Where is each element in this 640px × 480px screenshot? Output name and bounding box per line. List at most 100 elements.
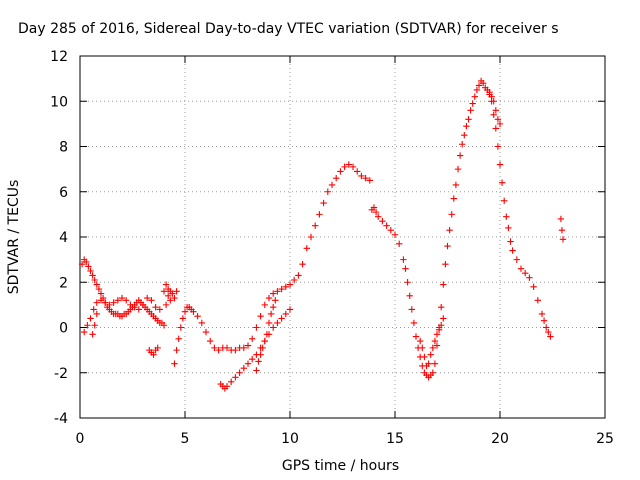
series-4 bbox=[162, 288, 180, 309]
data-point-plus bbox=[490, 111, 497, 119]
series-5 bbox=[171, 161, 373, 367]
data-point-plus bbox=[272, 297, 279, 304]
data-point-plus bbox=[177, 324, 184, 331]
data-point-plus bbox=[429, 369, 436, 376]
data-point-plus bbox=[558, 227, 566, 234]
data-point-plus bbox=[97, 297, 105, 304]
data-point-plus bbox=[194, 312, 201, 320]
data-point-plus bbox=[240, 344, 247, 352]
data-point-plus bbox=[286, 281, 294, 288]
data-point-plus bbox=[494, 116, 502, 123]
data-point-plus bbox=[144, 294, 151, 302]
data-point-plus bbox=[93, 299, 100, 306]
data-point-plus bbox=[190, 308, 197, 315]
data-point-plus bbox=[480, 79, 487, 87]
data-point-plus bbox=[244, 360, 252, 367]
data-point-plus bbox=[171, 360, 178, 367]
data-point-plus bbox=[431, 360, 439, 367]
data-point-plus bbox=[295, 272, 302, 279]
data-point-plus bbox=[312, 222, 319, 229]
series-7 bbox=[253, 297, 279, 374]
series-3 bbox=[146, 344, 161, 358]
data-point-plus bbox=[156, 306, 163, 313]
data-point-plus bbox=[253, 367, 260, 374]
data-point-plus bbox=[232, 346, 239, 354]
data-point-plus bbox=[345, 161, 352, 168]
data-point-plus bbox=[253, 324, 260, 331]
data-point-plus bbox=[148, 297, 155, 304]
data-point-plus bbox=[102, 299, 109, 306]
data-point-plus bbox=[454, 165, 462, 173]
data-point-plus bbox=[402, 265, 409, 272]
data-point-plus bbox=[93, 281, 100, 288]
data-point-plus bbox=[240, 365, 247, 372]
data-point-plus bbox=[91, 322, 98, 329]
data-point-plus bbox=[263, 331, 271, 338]
data-point-plus bbox=[517, 265, 525, 272]
data-point-plus bbox=[316, 211, 323, 218]
data-point-plus bbox=[270, 290, 277, 297]
data-point-plus bbox=[87, 267, 94, 275]
data-point-plus bbox=[150, 351, 157, 358]
data-point-plus bbox=[396, 240, 403, 247]
y-tick-label: 6 bbox=[59, 185, 68, 201]
data-point-plus bbox=[545, 328, 552, 336]
data-point-plus bbox=[391, 231, 399, 238]
data-point-plus bbox=[154, 344, 161, 352]
x-tick-label: 15 bbox=[386, 431, 404, 447]
x-tick-label: 25 bbox=[596, 431, 614, 447]
data-point-plus bbox=[249, 335, 256, 343]
data-point-plus bbox=[167, 297, 174, 304]
data-point-plus bbox=[173, 288, 180, 295]
data-point-plus bbox=[486, 89, 493, 96]
y-tick-label: -4 bbox=[54, 411, 68, 427]
y-tick-label: -2 bbox=[54, 366, 68, 382]
data-point-plus bbox=[354, 168, 361, 175]
series-2 bbox=[89, 310, 100, 338]
data-point-plus bbox=[526, 274, 533, 281]
data-point-plus bbox=[488, 98, 495, 105]
data-point-plus bbox=[236, 369, 243, 376]
data-point-plus bbox=[303, 245, 310, 252]
data-point-plus bbox=[278, 315, 285, 322]
data-point-plus bbox=[494, 143, 502, 150]
y-tick-label: 12 bbox=[50, 49, 68, 65]
data-point-plus bbox=[152, 303, 159, 311]
data-point-plus bbox=[257, 312, 264, 320]
data-point-plus bbox=[456, 152, 464, 159]
data-point-plus bbox=[270, 303, 277, 311]
data-point-plus bbox=[547, 333, 554, 340]
data-point-plus bbox=[509, 247, 516, 254]
data-point-plus bbox=[492, 107, 499, 114]
data-point-plus bbox=[463, 122, 470, 130]
data-point-plus bbox=[175, 335, 182, 343]
data-point-plus bbox=[538, 310, 546, 318]
chart-title: Day 285 of 2016, Sidereal Day-to-day VTE… bbox=[18, 21, 559, 37]
data-point-plus bbox=[450, 195, 457, 202]
data-point-plus bbox=[89, 272, 96, 279]
data-point-plus bbox=[496, 161, 504, 168]
data-point-plus bbox=[162, 281, 170, 288]
data-point-plus bbox=[84, 322, 91, 329]
data-point-plus bbox=[270, 324, 277, 331]
data-point-plus bbox=[171, 294, 178, 302]
data-point-plus bbox=[97, 290, 105, 297]
x-tick-label: 20 bbox=[491, 431, 509, 447]
data-point-plus bbox=[433, 342, 441, 349]
series-8 bbox=[368, 77, 504, 381]
data-point-plus bbox=[440, 315, 447, 322]
data-point-plus bbox=[160, 322, 168, 329]
data-point-plus bbox=[257, 351, 264, 358]
data-point-plus bbox=[429, 344, 436, 352]
data-point-plus bbox=[461, 131, 468, 139]
data-point-plus bbox=[513, 256, 520, 263]
data-point-plus bbox=[404, 279, 411, 286]
data-point-plus bbox=[162, 301, 170, 309]
data-point-plus bbox=[282, 283, 289, 290]
data-point-plus bbox=[223, 344, 231, 352]
data-point-plus bbox=[131, 303, 138, 311]
data-point-plus bbox=[522, 270, 529, 277]
data-point-plus bbox=[435, 326, 443, 333]
